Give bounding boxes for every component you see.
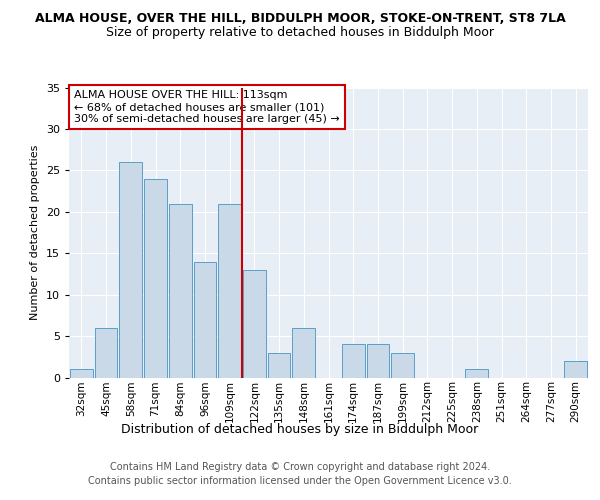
Bar <box>70 369 93 378</box>
Bar <box>292 328 315 378</box>
Text: Contains HM Land Registry data © Crown copyright and database right 2024.: Contains HM Land Registry data © Crown c… <box>110 462 490 472</box>
Bar <box>95 328 118 378</box>
Bar <box>218 204 241 378</box>
Bar <box>194 262 216 378</box>
Bar <box>268 352 290 378</box>
Y-axis label: Number of detached properties: Number of detached properties <box>30 145 40 320</box>
Bar <box>169 204 191 378</box>
Text: ALMA HOUSE OVER THE HILL: 113sqm
← 68% of detached houses are smaller (101)
30% : ALMA HOUSE OVER THE HILL: 113sqm ← 68% o… <box>74 90 340 124</box>
Bar <box>243 270 266 378</box>
Bar <box>391 352 414 378</box>
Text: Size of property relative to detached houses in Biddulph Moor: Size of property relative to detached ho… <box>106 26 494 39</box>
Text: Distribution of detached houses by size in Biddulph Moor: Distribution of detached houses by size … <box>121 422 479 436</box>
Bar <box>564 361 587 378</box>
Bar <box>466 369 488 378</box>
Bar <box>342 344 365 378</box>
Text: ALMA HOUSE, OVER THE HILL, BIDDULPH MOOR, STOKE-ON-TRENT, ST8 7LA: ALMA HOUSE, OVER THE HILL, BIDDULPH MOOR… <box>35 12 565 26</box>
Text: Contains public sector information licensed under the Open Government Licence v3: Contains public sector information licen… <box>88 476 512 486</box>
Bar <box>119 162 142 378</box>
Bar <box>144 178 167 378</box>
Bar <box>367 344 389 378</box>
